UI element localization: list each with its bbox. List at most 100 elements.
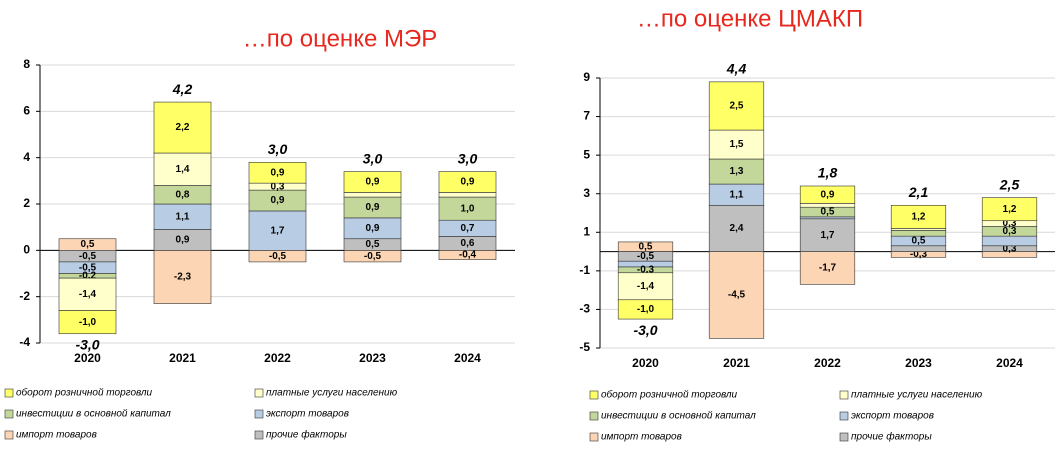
legend-swatch: [4, 409, 14, 419]
y-tick-label: -4: [19, 335, 30, 349]
data-label: 0,6: [461, 238, 475, 249]
data-label: 0,5: [366, 239, 380, 250]
chart-title: …по оценке МЭР: [243, 25, 437, 52]
data-label: 0,9: [176, 235, 190, 246]
data-label: -1,0: [79, 317, 97, 328]
total-label: 4,4: [726, 61, 747, 77]
data-label: 1,2: [1003, 204, 1017, 215]
bar-segment: [617, 299, 674, 320]
data-label: 0,9: [366, 177, 380, 188]
x-tick-label: 2020: [632, 356, 659, 370]
data-label: 0,9: [821, 189, 835, 200]
data-label: 0,5: [821, 207, 835, 218]
legend-label: экспорт товаров: [266, 409, 349, 420]
bar-segment: [708, 81, 765, 131]
data-label: 1,2: [912, 211, 926, 222]
legend-swatch: [589, 390, 599, 400]
data-label: -2,3: [174, 272, 192, 283]
total-label: 3,0: [268, 141, 288, 157]
data-label: 1,5: [730, 139, 744, 150]
data-label: -0,5: [269, 251, 287, 262]
y-tick-label: 5: [583, 147, 590, 161]
bar-segment: [153, 101, 212, 154]
legend-swatch: [589, 411, 599, 421]
data-label: 0,9: [271, 195, 285, 206]
bar-segment: [58, 277, 117, 311]
legend-swatch: [254, 409, 264, 419]
data-label: -1,4: [79, 289, 97, 300]
total-label: 3,0: [458, 150, 478, 166]
y-tick-label: -1: [579, 263, 590, 277]
data-label: -0,5: [637, 251, 655, 262]
data-label: -0,2: [79, 270, 97, 281]
data-label: 2,5: [730, 101, 744, 112]
y-tick-label: 9: [583, 70, 590, 84]
data-label: 1,7: [821, 230, 835, 241]
legend-swatch: [589, 432, 599, 442]
total-label: 2,1: [908, 184, 929, 200]
bar-segment: [58, 310, 117, 335]
data-label: -1,0: [637, 304, 655, 315]
bar-segment: [890, 245, 947, 252]
data-label: -0,4: [459, 250, 477, 261]
data-label: -0,5: [79, 251, 97, 262]
data-label: 0,8: [176, 189, 190, 200]
bar-segment: [890, 204, 947, 229]
data-label: -4,5: [728, 290, 746, 301]
legend-label: инвестиции в основной капитал: [601, 411, 756, 422]
y-tick-label: 3: [583, 186, 590, 200]
total-label: 4,2: [172, 81, 193, 97]
bar-segment: [799, 251, 856, 285]
legend-swatch: [839, 432, 849, 442]
data-label: 2,2: [176, 122, 190, 133]
x-tick-label: 2024: [996, 356, 1023, 370]
bar-segment: [981, 235, 1038, 247]
y-tick-label: 2: [23, 196, 30, 210]
data-label: 0,3: [1003, 226, 1017, 237]
data-label: 0,9: [271, 167, 285, 178]
legend-swatch: [839, 390, 849, 400]
bar-segment: [708, 251, 765, 339]
y-tick-label: -5: [579, 340, 590, 354]
legend-swatch: [254, 430, 264, 440]
chart-title: …по оценке ЦМАКП: [637, 5, 863, 32]
data-label: -1,4: [637, 281, 655, 292]
data-label: 0,5: [912, 236, 926, 247]
legend-swatch: [254, 388, 264, 398]
bar-segment: [708, 204, 765, 252]
y-tick-label: 4: [23, 150, 30, 164]
data-label: 1,0: [461, 203, 475, 214]
bar-segment: [153, 250, 212, 304]
total-label: 1,8: [818, 165, 838, 181]
data-label: 1,1: [730, 189, 744, 200]
legend-label: оборот розничной торговли: [16, 387, 153, 399]
y-tick-label: 7: [583, 109, 590, 123]
total-label: 2,5: [999, 176, 1020, 192]
legend-label: платные услуги населению: [851, 390, 983, 401]
data-label: -0,5: [79, 262, 97, 273]
y-tick-label: 6: [23, 104, 30, 118]
x-tick-label: 2023: [905, 356, 932, 370]
bar-segment: [799, 203, 856, 208]
data-label: 0,5: [81, 239, 95, 250]
x-tick-label: 2021: [169, 351, 196, 365]
total-label: -3,0: [633, 322, 657, 338]
bar-segment: [799, 185, 856, 204]
bar-segment: [343, 171, 402, 193]
legend-label: импорт товаров: [16, 430, 97, 441]
y-tick-label: -3: [579, 302, 590, 316]
legend-label: инвестиции в основной капитал: [16, 409, 171, 420]
bar-segment: [248, 162, 307, 184]
bar-segment: [153, 203, 212, 230]
data-label: 0,5: [639, 241, 653, 252]
y-tick-label: -2: [19, 289, 30, 303]
data-label: 0,9: [366, 202, 380, 213]
legend-swatch: [4, 388, 14, 398]
x-tick-label: 2024: [454, 351, 481, 365]
legend-swatch: [4, 430, 14, 440]
data-label: 2,4: [730, 223, 744, 234]
legend-swatch: [839, 411, 849, 421]
x-tick-label: 2021: [723, 356, 750, 370]
data-label: -0,3: [637, 265, 655, 276]
